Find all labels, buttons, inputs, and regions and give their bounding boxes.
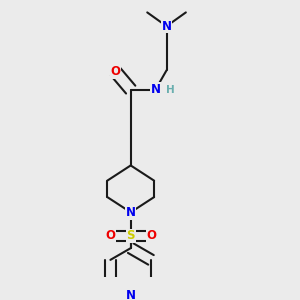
Text: O: O	[110, 65, 121, 78]
Text: N: N	[126, 289, 136, 300]
Text: O: O	[105, 229, 115, 242]
Text: N: N	[161, 20, 172, 33]
Text: H: H	[166, 85, 175, 94]
Text: N: N	[126, 206, 136, 219]
Text: S: S	[127, 229, 135, 242]
Text: N: N	[151, 83, 160, 96]
Text: O: O	[146, 229, 156, 242]
